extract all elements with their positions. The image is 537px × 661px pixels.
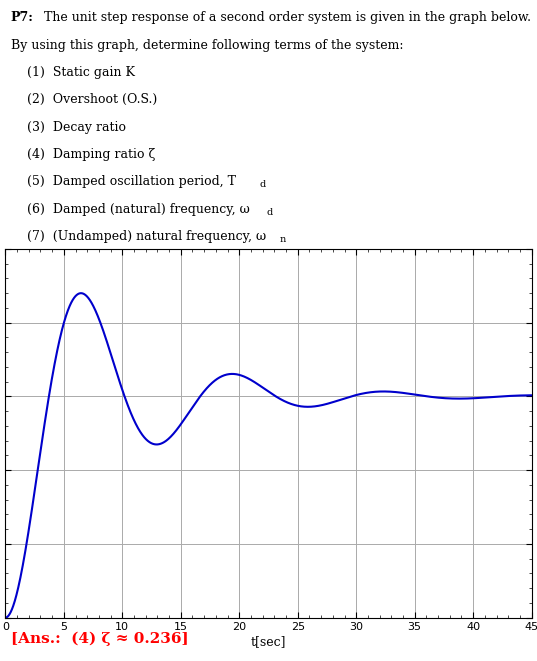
Text: d: d [266, 208, 273, 217]
Text: n: n [280, 235, 286, 244]
Text: By using this graph, determine following terms of the system:: By using this graph, determine following… [11, 38, 403, 52]
Text: (2)  Overshoot (O.S.): (2) Overshoot (O.S.) [11, 93, 157, 106]
Text: (7)  (Undamped) natural frequency, ω: (7) (Undamped) natural frequency, ω [11, 230, 266, 243]
Text: Clearly show these terms on the chart whenever possible: Clearly show these terms on the chart wh… [11, 285, 375, 297]
Text: The unit step response of a second order system is given in the graph below.: The unit step response of a second order… [40, 11, 531, 24]
Text: (3)  Decay ratio: (3) Decay ratio [11, 121, 126, 134]
Text: (6)  Damped (natural) frequency, ω: (6) Damped (natural) frequency, ω [11, 203, 249, 215]
Text: (5)  Damped oscillation period, T: (5) Damped oscillation period, T [11, 175, 236, 188]
Text: d: d [260, 180, 266, 189]
Text: [Ans.:  (4) ζ ≈ 0.236]: [Ans.: (4) ζ ≈ 0.236] [11, 632, 188, 646]
Text: (4)  Damping ratio ζ: (4) Damping ratio ζ [11, 148, 155, 161]
Text: P7:: P7: [11, 11, 33, 24]
Text: (1)  Static gain K: (1) Static gain K [11, 66, 135, 79]
X-axis label: t[sec]: t[sec] [251, 635, 286, 648]
